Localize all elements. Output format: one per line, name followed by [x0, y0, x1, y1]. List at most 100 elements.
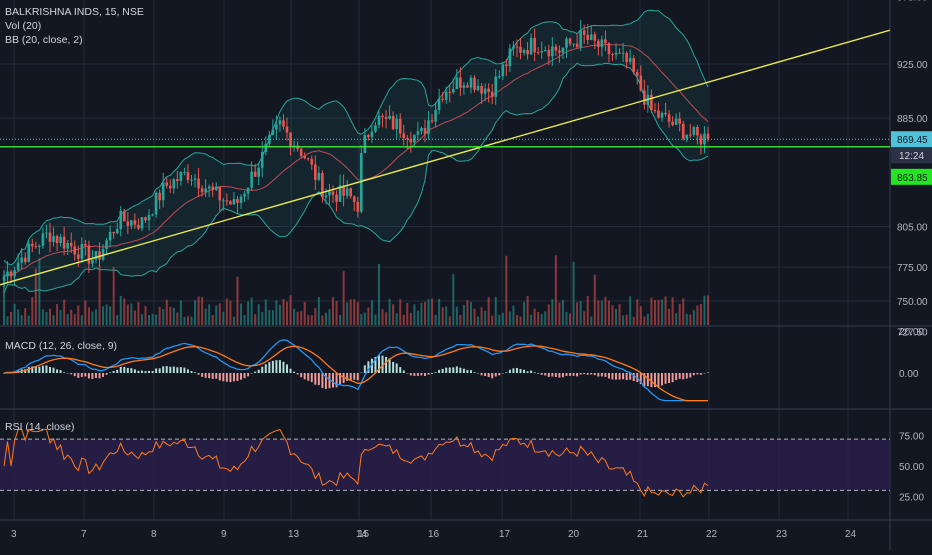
volume-bar	[462, 305, 465, 325]
macd-histogram-bar	[487, 373, 490, 378]
candle-body	[572, 43, 575, 45]
candle-body	[41, 233, 45, 246]
candle-body	[367, 135, 370, 138]
volume-bar	[523, 301, 526, 325]
macd-histogram-bar	[130, 368, 133, 373]
volume-bar	[484, 310, 487, 325]
macd-histogram	[3, 355, 709, 389]
macd-histogram-bar	[671, 373, 674, 383]
macd-histogram-bar	[625, 373, 628, 381]
volume-bar	[261, 311, 264, 325]
volume-bar	[477, 316, 480, 325]
candle-body	[13, 270, 16, 277]
candle-body	[678, 118, 681, 124]
candle-body	[650, 94, 653, 111]
volume-bar	[289, 295, 292, 325]
volume-bar	[707, 295, 709, 325]
volume-bar	[370, 300, 373, 325]
time-label: 23	[776, 529, 788, 540]
volume-bar	[303, 301, 306, 325]
candle-body	[614, 52, 618, 55]
volume-bar	[473, 308, 476, 325]
candle-body	[314, 164, 317, 180]
macd-histogram-bar	[441, 368, 444, 373]
candle-body	[434, 109, 437, 122]
candle-body	[285, 126, 289, 133]
macd-histogram-bar	[73, 373, 76, 377]
candle-body	[632, 58, 636, 73]
macd-histogram-bar	[349, 373, 352, 380]
price-tick-label: 775.00	[897, 263, 928, 274]
candle-body	[306, 158, 310, 160]
macd-histogram-bar	[271, 360, 274, 373]
volume-bar	[569, 313, 572, 325]
volume-bar	[342, 271, 345, 325]
candle-body	[360, 153, 363, 212]
candle-body	[321, 172, 324, 198]
price-tick-label: 975.00	[897, 0, 928, 3]
volume-bar	[455, 306, 458, 325]
candle-body	[80, 244, 84, 259]
volume-bar	[27, 315, 30, 325]
volume-bar	[278, 304, 281, 325]
candle-body	[147, 214, 151, 221]
time-label: 16	[428, 529, 440, 540]
candle-body	[122, 210, 126, 222]
volume-bar	[13, 303, 16, 325]
macd-histogram-bar	[682, 373, 685, 380]
macd-histogram-bar	[59, 370, 62, 373]
volume-bar	[17, 309, 20, 325]
symbol-label: BALKRISHNA INDS, 15, NSE	[5, 6, 144, 18]
volume-bar	[6, 316, 9, 325]
rsi-indicator-label: RSI (14, close)	[5, 421, 75, 433]
candle-body	[618, 52, 621, 54]
volume-bar	[395, 313, 398, 325]
macd-histogram-bar	[190, 371, 193, 373]
candle-body	[374, 125, 377, 132]
macd-histogram-bar	[261, 366, 264, 373]
candle-body	[328, 191, 331, 196]
volume-bar	[682, 298, 685, 325]
volume-bar	[416, 310, 419, 325]
volume-bar	[275, 300, 278, 325]
macd-histogram-bar	[307, 373, 310, 381]
candle-body	[494, 76, 498, 97]
candle-body	[105, 240, 108, 250]
candle-body	[16, 262, 20, 271]
volume-bar	[73, 314, 76, 325]
volume-bar	[409, 312, 412, 325]
candle-body	[512, 46, 515, 49]
volume-bar	[293, 308, 296, 325]
macd-histogram-bar	[296, 373, 299, 375]
candle-body	[473, 77, 476, 90]
macd-histogram-bar	[339, 373, 342, 385]
macd-histogram-bar	[335, 373, 338, 388]
volume-bar	[572, 261, 575, 325]
macd-histogram-bar	[530, 370, 533, 373]
volume-bar	[374, 314, 377, 325]
candle-body	[621, 52, 625, 54]
volume-bar	[225, 298, 228, 325]
volume-bar	[332, 297, 335, 325]
volume-bar	[162, 309, 165, 325]
volume-bar	[459, 314, 462, 325]
macd-histogram-bar	[643, 373, 646, 387]
volume-bar	[63, 299, 66, 325]
volume-bar	[576, 302, 579, 325]
volume-bar	[452, 274, 455, 325]
candle-body	[508, 48, 512, 66]
candle-body	[420, 128, 423, 132]
countdown-tag	[891, 147, 932, 164]
candle-body	[278, 120, 282, 125]
macd-histogram-bar	[501, 373, 504, 374]
macd-histogram-bar	[388, 358, 391, 373]
volume-bar	[363, 312, 366, 325]
candle-body	[579, 30, 582, 48]
candle-body	[607, 43, 611, 55]
macd-histogram-bar	[314, 373, 317, 385]
volume-bar	[353, 299, 356, 325]
candle-body	[257, 167, 261, 177]
candle-body	[487, 88, 490, 92]
